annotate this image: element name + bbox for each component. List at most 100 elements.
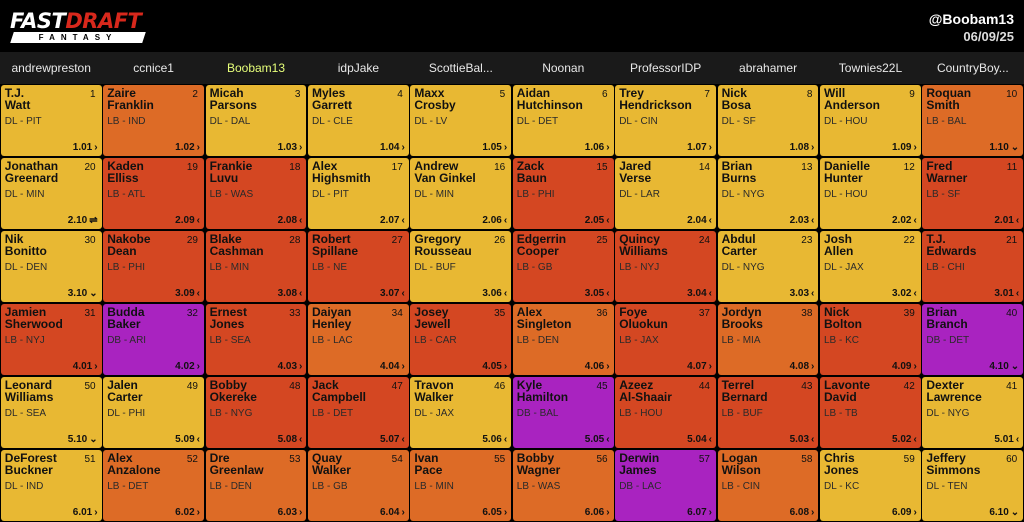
player-name: Nick Bosa bbox=[722, 87, 751, 112]
pick-cell[interactable]: Robert Spillane 27 LB - NE 3.07 ‹ bbox=[308, 230, 409, 303]
pick-number: 40 bbox=[1006, 307, 1018, 319]
team-column-header[interactable]: Noonan bbox=[542, 61, 585, 75]
pick-cell[interactable]: Alex Anzalone 52 LB - DET 6.02 › bbox=[103, 449, 204, 522]
pick-cell[interactable]: Bobby Okereke 48 LB - NYG 5.08 ‹ bbox=[205, 376, 307, 449]
draft-slot: 2.04 ‹ bbox=[687, 215, 712, 226]
team-column-header[interactable]: andrewpreston bbox=[11, 61, 91, 75]
pick-cell[interactable]: Quincy Williams 24 LB - NYJ 3.04 ‹ bbox=[615, 230, 716, 303]
pick-cell[interactable]: Jack Campbell 47 LB - DET 5.07 ‹ bbox=[308, 376, 409, 449]
pick-cell[interactable]: Nick Bosa 8 DL - SF 1.08 › bbox=[717, 84, 819, 157]
pick-cell[interactable]: Brian Burns 13 DL - NYG 2.03 ‹ bbox=[717, 157, 819, 230]
pick-cell[interactable]: Brian Branch 40 DB - DET 4.10 ⌄ bbox=[922, 303, 1024, 376]
player-name: Terrel Bernard bbox=[722, 379, 768, 404]
pick-cell[interactable]: Abdul Carter 23 DL - NYG 3.03 ‹ bbox=[717, 230, 819, 303]
pick-cell[interactable]: Jalen Carter 49 DL - PHI 5.09 ‹ bbox=[103, 376, 204, 449]
pick-cell[interactable]: Josey Jewell 35 LB - CAR 4.05 › bbox=[410, 303, 512, 376]
pick-cell[interactable]: Azeez Al-Shaair 44 LB - HOU 5.04 ‹ bbox=[615, 376, 716, 449]
pick-cell[interactable]: Logan Wilson 58 LB - CIN 6.08 › bbox=[717, 449, 819, 522]
pick-cell[interactable]: Kaden Elliss 19 LB - ATL 2.09 ‹ bbox=[103, 157, 204, 230]
pick-cell[interactable]: Kyle Hamilton 45 DB - BAL 5.05 ‹ bbox=[512, 376, 614, 449]
pick-cell[interactable]: Zaire Franklin 2 LB - IND 1.02 › bbox=[103, 84, 204, 157]
player-last-name: Luvu bbox=[209, 171, 239, 186]
pick-cell[interactable]: Dre Greenlaw 53 LB - DEN 6.03 › bbox=[205, 449, 307, 522]
player-last-name: Bosa bbox=[721, 98, 751, 113]
pick-cell[interactable]: Will Anderson 9 DL - HOU 1.09 › bbox=[820, 84, 921, 157]
pick-cell[interactable]: Derwin James 57 DB - LAC 6.07 › bbox=[615, 449, 716, 522]
pick-cell[interactable]: Daiyan Henley 34 LB - LAC 4.04 › bbox=[308, 303, 409, 376]
pick-cell[interactable]: Fred Warner 11 LB - SF 2.01 ‹ bbox=[922, 157, 1024, 230]
team-column-header[interactable]: CountryBoy... bbox=[936, 61, 1009, 75]
pick-cell[interactable]: Alex Singleton 36 LB - DEN 4.06 › bbox=[512, 303, 614, 376]
pick-cell[interactable]: Jamien Sherwood 31 LB - NYJ 4.01 › bbox=[0, 303, 102, 376]
pick-cell[interactable]: Jeffery Simmons 60 DL - TEN 6.10 ⌄ bbox=[922, 449, 1024, 522]
pick-cell[interactable]: Gregory Rousseau 26 DL - BUF 3.06 ‹ bbox=[410, 230, 512, 303]
pick-cell[interactable]: Edgerrin Cooper 25 LB - GB 3.05 ‹ bbox=[512, 230, 614, 303]
pick-cell[interactable]: Micah Parsons 3 DL - DAL 1.03 › bbox=[205, 84, 307, 157]
pick-number: 21 bbox=[1006, 234, 1018, 246]
pick-number: 18 bbox=[289, 161, 301, 173]
snake-direction-icon: › bbox=[401, 361, 405, 373]
pick-cell[interactable]: Nick Bolton 39 LB - KC 4.09 › bbox=[820, 303, 921, 376]
player-last-name: Okereke bbox=[209, 390, 257, 405]
draft-slot-label: 5.02 bbox=[891, 434, 912, 446]
pick-cell[interactable]: Bobby Wagner 56 LB - WAS 6.06 › bbox=[512, 449, 614, 522]
pick-cell[interactable]: Jared Verse 14 DL - LAR 2.04 ‹ bbox=[615, 157, 716, 230]
team-column-header[interactable]: idpJake bbox=[337, 61, 380, 75]
player-name: DeForest Buckner bbox=[5, 452, 57, 477]
pick-cell[interactable]: Foye Oluokun 37 LB - JAX 4.07 › bbox=[615, 303, 716, 376]
player-first-name: Robert bbox=[312, 231, 351, 246]
pick-cell[interactable]: T.J. Edwards 21 LB - CHI 3.01 ‹ bbox=[922, 230, 1024, 303]
pick-cell[interactable]: Blake Cashman 28 LB - MIN 3.08 ‹ bbox=[205, 230, 307, 303]
player-first-name: Lavonte bbox=[824, 377, 871, 392]
draft-slot: 6.01 › bbox=[73, 507, 98, 518]
player-name: Quincy Williams bbox=[619, 233, 668, 258]
pick-cell[interactable]: Terrel Bernard 43 LB - BUF 5.03 ‹ bbox=[717, 376, 819, 449]
pick-cell[interactable]: Frankie Luvu 18 LB - WAS 2.08 ‹ bbox=[205, 157, 307, 230]
player-position-team: LB - NE bbox=[312, 261, 348, 273]
player-position-team: LB - WAS bbox=[516, 480, 561, 492]
pick-cell[interactable]: Maxx Crosby 5 DL - LV 1.05 › bbox=[410, 84, 512, 157]
draft-slot-label: 6.09 bbox=[891, 507, 912, 519]
pick-cell[interactable]: Andrew Van Ginkel 16 DL - MIN 2.06 ‹ bbox=[410, 157, 512, 230]
draft-slot-label: 2.01 bbox=[994, 215, 1014, 227]
pick-cell[interactable]: Jonathan Greenard 20 DL - MIN 2.10 ⇌ bbox=[0, 157, 102, 230]
pick-cell[interactable]: Danielle Hunter 12 DL - HOU 2.02 ‹ bbox=[820, 157, 921, 230]
pick-cell[interactable]: Ernest Jones 33 LB - SEA 4.03 › bbox=[205, 303, 307, 376]
pick-cell[interactable]: Budda Baker 32 DB - ARI 4.02 › bbox=[103, 303, 204, 376]
snake-direction-icon: ‹ bbox=[811, 215, 815, 227]
team-column-header[interactable]: Townies22L bbox=[838, 61, 903, 75]
team-column-header[interactable]: ProfessorIDP bbox=[629, 61, 702, 75]
pick-cell[interactable]: T.J. Watt 1 DL - PIT 1.01 › bbox=[0, 84, 102, 157]
snake-direction-icon: › bbox=[708, 361, 712, 373]
pick-cell[interactable]: Roquan Smith 10 LB - BAL 1.10 ⌄ bbox=[922, 84, 1024, 157]
logo-subtitle: FANTASY bbox=[38, 33, 118, 42]
pick-cell[interactable]: Aidan Hutchinson 6 DL - DET 1.06 › bbox=[512, 84, 614, 157]
team-column-header[interactable]: Boobam13 bbox=[226, 61, 286, 75]
pick-cell[interactable]: Trey Hendrickson 7 DL - CIN 1.07 › bbox=[615, 84, 716, 157]
pick-cell[interactable]: Chris Jones 59 DL - KC 6.09 › bbox=[820, 449, 921, 522]
pick-cell[interactable]: Myles Garrett 4 DL - CLE 1.04 › bbox=[308, 84, 409, 157]
pick-number: 38 bbox=[801, 307, 813, 319]
pick-cell[interactable]: Nakobe Dean 29 LB - PHI 3.09 ‹ bbox=[103, 230, 204, 303]
pick-number: 45 bbox=[596, 380, 608, 392]
team-column-header[interactable]: ccnice1 bbox=[133, 61, 174, 75]
pick-cell[interactable]: Josh Allen 22 DL - JAX 3.02 ‹ bbox=[820, 230, 921, 303]
pick-cell[interactable]: Quay Walker 54 LB - GB 6.04 › bbox=[308, 449, 409, 522]
player-name: Nakobe Dean bbox=[107, 233, 150, 258]
pick-cell[interactable]: DeForest Buckner 51 DL - IND 6.01 › bbox=[0, 449, 102, 522]
team-column-header[interactable]: abrahamer bbox=[739, 61, 798, 75]
pick-cell[interactable]: Lavonte David 42 LB - TB 5.02 ‹ bbox=[820, 376, 921, 449]
pick-cell[interactable]: Leonard Williams 50 DL - SEA 5.10 ⌄ bbox=[0, 376, 102, 449]
pick-cell[interactable]: Nik Bonitto 30 DL - DEN 3.10 ⌄ bbox=[0, 230, 102, 303]
player-last-name: Spillane bbox=[312, 244, 359, 259]
player-name: Trey Hendrickson bbox=[619, 87, 692, 112]
pick-cell[interactable]: Ivan Pace 55 LB - MIN 6.05 › bbox=[410, 449, 512, 522]
player-last-name: Jewell bbox=[414, 317, 451, 332]
pick-cell[interactable]: Alex Highsmith 17 DL - PIT 2.07 ‹ bbox=[308, 157, 409, 230]
player-name: Logan Wilson bbox=[722, 452, 761, 477]
pick-cell[interactable]: Dexter Lawrence 41 DL - NYG 5.01 ‹ bbox=[922, 376, 1024, 449]
pick-cell[interactable]: Zack Baun 15 LB - PHI 2.05 ‹ bbox=[512, 157, 614, 230]
pick-cell[interactable]: Travon Walker 46 DL - JAX 5.06 ‹ bbox=[410, 376, 512, 449]
pick-cell[interactable]: Jordyn Brooks 38 LB - MIA 4.08 › bbox=[717, 303, 819, 376]
team-column-header[interactable]: ScottieBal... bbox=[428, 61, 493, 75]
